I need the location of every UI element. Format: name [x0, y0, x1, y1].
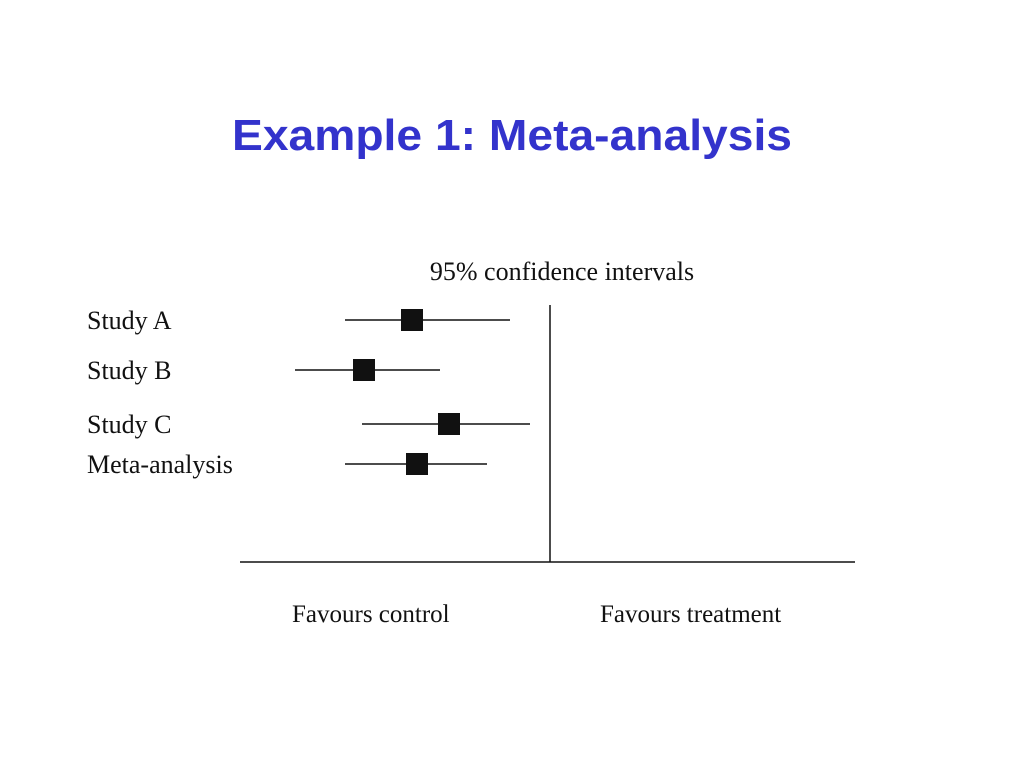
row-label: Study A: [87, 306, 172, 335]
point-estimate: [406, 453, 428, 475]
point-estimate: [401, 309, 423, 331]
x-label-left: Favours control: [292, 601, 450, 628]
row-label: Meta-analysis: [87, 450, 233, 479]
row-label: Study B: [87, 356, 172, 385]
x-label-right: Favours treatment: [600, 601, 781, 628]
slide-title: Example 1: Meta-analysis: [232, 111, 792, 160]
row-label: Study C: [87, 410, 172, 439]
chart-subtitle: 95% confidence intervals: [430, 257, 694, 286]
point-estimate: [438, 413, 460, 435]
point-estimate: [353, 359, 375, 381]
